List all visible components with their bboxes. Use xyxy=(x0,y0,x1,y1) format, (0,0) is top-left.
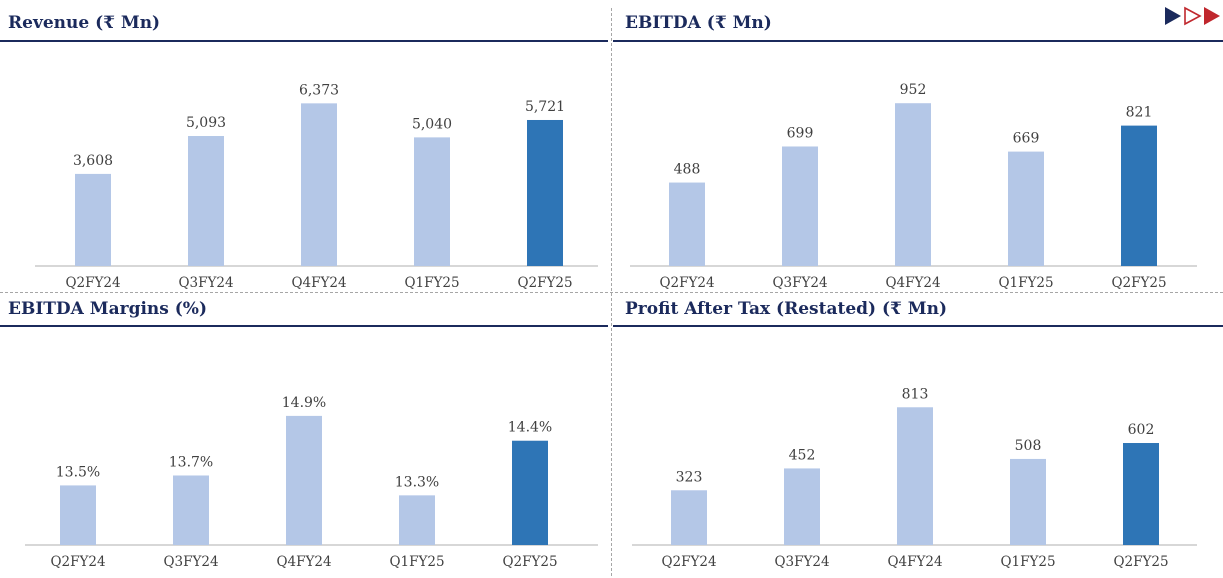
bar-q2fy25 xyxy=(527,119,563,266)
pat-panel: Profit After Tax (Restated) (₹ Mn) 323 Q2… xyxy=(613,299,1223,578)
ebitda-title-rule xyxy=(613,40,1223,42)
value-label: 13.5% xyxy=(56,464,100,480)
category-label: Q3FY24 xyxy=(163,554,218,570)
value-label: 13.7% xyxy=(169,454,213,470)
category-label: Q2FY24 xyxy=(659,275,714,291)
category-label: Q1FY25 xyxy=(404,275,459,291)
ebitda-margins-chart-title: EBITDA Margins (%) xyxy=(8,299,208,319)
value-label: 821 xyxy=(1126,105,1153,121)
category-label: Q2FY24 xyxy=(661,554,716,570)
value-label: 5,721 xyxy=(525,99,565,115)
category-label: Q2FY25 xyxy=(1111,275,1166,291)
bar-q4fy24 xyxy=(286,415,322,545)
value-label: 6,373 xyxy=(299,82,339,98)
value-label: 452 xyxy=(789,447,816,463)
play-filled-icon xyxy=(1165,7,1181,25)
category-label: Q1FY25 xyxy=(998,275,1053,291)
pat-title-rule xyxy=(613,325,1223,327)
category-label: Q4FY24 xyxy=(885,275,940,291)
category-label: Q4FY24 xyxy=(276,554,331,570)
value-label: 669 xyxy=(1013,131,1040,147)
category-label: Q3FY24 xyxy=(772,275,827,291)
value-label: 14.4% xyxy=(508,420,552,436)
ebitda-margins-title-rule xyxy=(0,325,608,327)
value-label: 5,093 xyxy=(186,115,226,131)
value-label: 488 xyxy=(674,162,701,178)
category-label: Q2FY25 xyxy=(502,554,557,570)
value-label: 813 xyxy=(902,386,929,402)
bar-q2fy25 xyxy=(1121,125,1157,266)
bar-q2fy25 xyxy=(1123,443,1159,545)
ebitda-chart-title: EBITDA (₹ Mn) xyxy=(625,13,772,33)
value-label: 13.3% xyxy=(395,474,439,490)
bar-q3fy24 xyxy=(188,136,224,266)
category-label: Q2FY24 xyxy=(50,554,105,570)
value-label: 3,608 xyxy=(73,153,113,169)
category-label: Q2FY25 xyxy=(1113,554,1168,570)
bar-q2fy25 xyxy=(512,440,548,545)
ebitda-chart: 488 Q2FY24 699 Q3FY24 952 Q4FY24 669 Q1FY25 821 Q… xyxy=(630,82,1197,291)
bar-q2fy24 xyxy=(671,490,707,545)
category-label: Q1FY25 xyxy=(1000,554,1055,570)
bar-q3fy24 xyxy=(173,475,209,545)
category-label: Q2FY24 xyxy=(65,275,120,291)
ebitda-margins-chart: 13.5% Q2FY24 13.7% Q3FY24 14.9% Q4FY24 13.3% Q1… xyxy=(25,395,598,570)
pat-chart: 323 Q2FY24 452 Q3FY24 813 Q4FY24 508 Q1FY25 602 Q… xyxy=(632,386,1197,570)
value-label: 14.9% xyxy=(282,395,326,411)
revenue-panel: Revenue (₹ Mn) 3,608 Q2FY24 5,093 Q3FY24 6,3… xyxy=(0,13,608,291)
play-outline-icon xyxy=(1184,6,1202,26)
pat-chart-title: Profit After Tax (Restated) (₹ Mn) xyxy=(625,299,948,319)
category-label: Q1FY25 xyxy=(389,554,444,570)
bar-q4fy24 xyxy=(895,103,931,266)
bar-q3fy24 xyxy=(784,468,820,545)
bar-q2fy24 xyxy=(669,182,705,266)
bar-q3fy24 xyxy=(782,146,818,266)
bar-q1fy25 xyxy=(1008,151,1044,266)
value-label: 5,040 xyxy=(412,116,452,132)
bar-q4fy24 xyxy=(897,407,933,545)
value-label: 602 xyxy=(1128,422,1155,438)
bar-q2fy24 xyxy=(60,485,96,545)
category-label: Q3FY24 xyxy=(178,275,233,291)
bar-q2fy24 xyxy=(75,173,111,266)
category-label: Q2FY25 xyxy=(517,275,572,291)
value-label: 323 xyxy=(676,469,703,485)
revenue-title-rule xyxy=(0,40,608,42)
nav-arrows xyxy=(1163,5,1223,27)
bar-q4fy24 xyxy=(301,103,337,266)
ebitda-margins-panel: EBITDA Margins (%) 13.5% Q2FY24 13.7% Q3FY2… xyxy=(0,299,608,578)
category-label: Q4FY24 xyxy=(887,554,942,570)
bar-q1fy25 xyxy=(399,495,435,545)
value-label: 699 xyxy=(787,125,814,141)
category-label: Q3FY24 xyxy=(774,554,829,570)
value-label: 508 xyxy=(1015,438,1042,454)
value-label: 952 xyxy=(900,82,927,98)
play-red-icon xyxy=(1204,7,1220,25)
bar-q1fy25 xyxy=(414,137,450,266)
bar-q1fy25 xyxy=(1010,458,1046,545)
horizontal-divider xyxy=(0,292,1223,293)
revenue-chart-title: Revenue (₹ Mn) xyxy=(8,13,161,33)
category-label: Q4FY24 xyxy=(291,275,346,291)
revenue-chart: 3,608 Q2FY24 5,093 Q3FY24 6,373 Q4FY24 5,040 Q1… xyxy=(35,82,598,291)
ebitda-panel: EBITDA (₹ Mn) 488 Q2FY24 699 Q3FY24 952 Q4FY2… xyxy=(613,13,1223,291)
